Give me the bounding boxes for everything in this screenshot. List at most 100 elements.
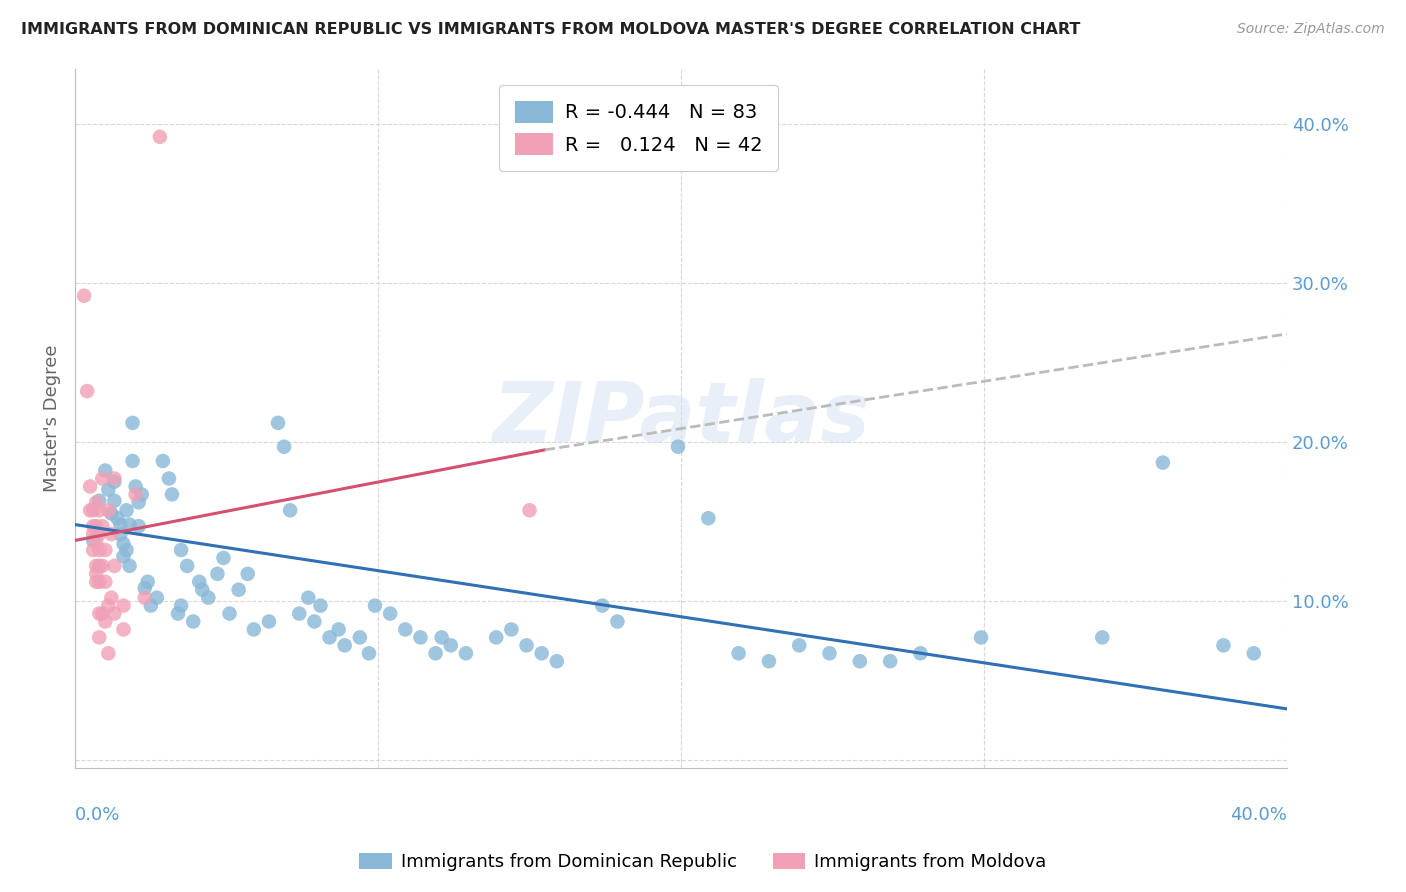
Point — [79, 479, 101, 493]
Point — [82, 503, 104, 517]
Point — [94, 574, 117, 589]
Point — [364, 599, 387, 613]
Point — [157, 471, 180, 485]
Point — [606, 615, 628, 629]
Point — [1091, 631, 1114, 645]
Point — [89, 631, 111, 645]
Point — [430, 631, 453, 645]
Point — [519, 503, 541, 517]
Point — [333, 638, 356, 652]
Point — [257, 615, 280, 629]
Point — [115, 543, 138, 558]
Point — [318, 631, 340, 645]
Point — [112, 549, 135, 564]
Point — [103, 607, 125, 621]
Point — [100, 527, 122, 541]
Point — [297, 591, 319, 605]
Point — [1243, 646, 1265, 660]
Point — [1152, 456, 1174, 470]
Point — [91, 519, 114, 533]
Point — [115, 503, 138, 517]
Point — [267, 416, 290, 430]
Point — [89, 503, 111, 517]
Point — [170, 599, 193, 613]
Point — [149, 129, 172, 144]
Point — [787, 638, 810, 652]
Point — [97, 599, 120, 613]
Point — [176, 558, 198, 573]
Point — [849, 654, 872, 668]
Text: 0.0%: 0.0% — [75, 806, 121, 824]
Point — [378, 607, 401, 621]
Point — [82, 533, 104, 548]
Point — [910, 646, 932, 660]
Point — [100, 591, 122, 605]
Point — [128, 495, 150, 509]
Point — [103, 493, 125, 508]
Point — [278, 503, 301, 517]
Point — [425, 646, 447, 660]
Point — [243, 623, 266, 637]
Point — [273, 440, 295, 454]
Point — [485, 631, 508, 645]
Point — [188, 574, 211, 589]
Point — [89, 558, 111, 573]
Point — [131, 487, 153, 501]
Point — [167, 607, 190, 621]
Point — [139, 599, 162, 613]
Point — [89, 527, 111, 541]
Text: ZIPatlas: ZIPatlas — [492, 377, 870, 458]
Point — [121, 454, 143, 468]
Point — [112, 599, 135, 613]
Point — [309, 599, 332, 613]
Point — [530, 646, 553, 660]
Legend: R = -0.444   N = 83, R =   0.124   N = 42: R = -0.444 N = 83, R = 0.124 N = 42 — [499, 86, 779, 171]
Point — [79, 503, 101, 517]
Point — [409, 631, 432, 645]
Point — [236, 566, 259, 581]
Point — [591, 599, 613, 613]
Point — [89, 543, 111, 558]
Point — [818, 646, 841, 660]
Text: 40.0%: 40.0% — [1230, 806, 1286, 824]
Point — [118, 558, 141, 573]
Point — [197, 591, 219, 605]
Point — [103, 558, 125, 573]
Point — [136, 574, 159, 589]
Point — [84, 519, 107, 533]
Point — [91, 471, 114, 485]
Point — [112, 536, 135, 550]
Point — [118, 517, 141, 532]
Point — [76, 384, 98, 398]
Point — [394, 623, 416, 637]
Point — [758, 654, 780, 668]
Point — [91, 558, 114, 573]
Text: Source: ZipAtlas.com: Source: ZipAtlas.com — [1237, 22, 1385, 37]
Point — [82, 519, 104, 533]
Text: IMMIGRANTS FROM DOMINICAN REPUBLIC VS IMMIGRANTS FROM MOLDOVA MASTER'S DEGREE CO: IMMIGRANTS FROM DOMINICAN REPUBLIC VS IM… — [21, 22, 1080, 37]
Point — [94, 543, 117, 558]
Point — [288, 607, 311, 621]
Point — [84, 574, 107, 589]
Y-axis label: Master's Degree: Master's Degree — [44, 344, 60, 491]
Point — [94, 615, 117, 629]
Point — [1212, 638, 1234, 652]
Point — [501, 623, 523, 637]
Point — [207, 566, 229, 581]
Point — [304, 615, 326, 629]
Point — [666, 440, 689, 454]
Point — [515, 638, 537, 652]
Point — [84, 535, 107, 549]
Point — [152, 454, 174, 468]
Point — [124, 479, 146, 493]
Point — [970, 631, 993, 645]
Point — [134, 581, 156, 595]
Point — [82, 527, 104, 541]
Point — [212, 551, 235, 566]
Point — [100, 507, 122, 521]
Point — [84, 558, 107, 573]
Point — [112, 623, 135, 637]
Point — [191, 582, 214, 597]
Point — [357, 646, 380, 660]
Point — [110, 527, 132, 541]
